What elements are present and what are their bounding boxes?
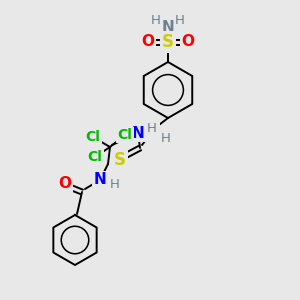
Text: H: H — [147, 122, 157, 136]
Text: N: N — [94, 172, 106, 188]
Text: O: O — [182, 34, 194, 50]
Text: S: S — [162, 33, 174, 51]
Text: Cl: Cl — [85, 130, 100, 144]
Text: O: O — [142, 34, 154, 50]
Text: H: H — [110, 178, 120, 190]
Text: H: H — [175, 14, 185, 28]
Text: H: H — [161, 131, 171, 145]
Text: S: S — [114, 151, 126, 169]
Text: N: N — [146, 124, 158, 140]
Text: Cl: Cl — [118, 128, 132, 142]
Text: N: N — [162, 20, 174, 35]
Text: Cl: Cl — [88, 150, 102, 164]
Text: O: O — [58, 176, 71, 191]
Text: N: N — [132, 125, 144, 140]
Text: H: H — [151, 14, 161, 28]
